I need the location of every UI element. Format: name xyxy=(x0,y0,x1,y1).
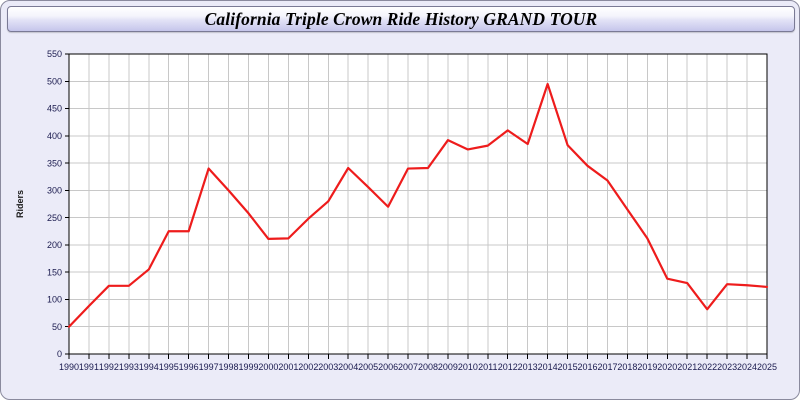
x-tick-label: 2005 xyxy=(358,362,378,372)
x-tick-label: 2021 xyxy=(677,362,697,372)
x-tick-label: 2004 xyxy=(338,362,358,372)
y-tick-label: 550 xyxy=(47,49,62,59)
x-tick-label: 1993 xyxy=(119,362,139,372)
y-tick-label: 0 xyxy=(57,349,62,359)
plot-area-container: 0 50 100 150 200 250 300 350 400 450 500 550 1990 199… xyxy=(1,37,799,399)
x-tick-label: 1992 xyxy=(99,362,119,372)
y-tick-label: 400 xyxy=(47,131,62,141)
x-tick-label: 2020 xyxy=(657,362,677,372)
x-tick-label: 2014 xyxy=(538,362,558,372)
x-tick-label: 2010 xyxy=(458,362,478,372)
x-tick-label: 2009 xyxy=(438,362,458,372)
x-tick-label: 1991 xyxy=(79,362,99,372)
x-tick-label: 2019 xyxy=(637,362,657,372)
x-tick-label: 2011 xyxy=(478,362,497,372)
x-tick-label: 1998 xyxy=(219,362,239,372)
x-tick-label: 2024 xyxy=(737,362,757,372)
chart-title-bar: California Triple Crown Ride History GRA… xyxy=(7,6,795,32)
x-tick-label: 2006 xyxy=(378,362,398,372)
x-tick-label: 2002 xyxy=(298,362,318,372)
x-tick-label: 1990 xyxy=(59,362,79,372)
y-axis-title: Riders xyxy=(15,190,25,218)
plot-border xyxy=(68,53,768,355)
x-tick-label: 2017 xyxy=(597,362,617,372)
x-tick-label: 1996 xyxy=(179,362,199,372)
x-tick-label: 2007 xyxy=(398,362,418,372)
x-tick-label: 2012 xyxy=(498,362,518,372)
page-title: California Triple Crown Ride History GRA… xyxy=(204,8,598,29)
y-tick-label: 450 xyxy=(47,104,62,114)
x-tick-label: 2000 xyxy=(258,362,278,372)
x-tick-label: 2013 xyxy=(518,362,538,372)
x-tick-label: 2018 xyxy=(617,362,637,372)
y-tick-label: 350 xyxy=(47,158,62,168)
x-tick-label: 2023 xyxy=(717,362,737,372)
x-tick-label: 1997 xyxy=(199,362,219,372)
y-tick-label: 500 xyxy=(47,76,62,86)
plot-background xyxy=(69,54,767,354)
x-tick-label: 2022 xyxy=(697,362,717,372)
x-tick-label: 1994 xyxy=(139,362,159,372)
y-tick-label: 100 xyxy=(47,295,62,305)
y-tick-label: 150 xyxy=(47,267,62,277)
x-tick-label: 2016 xyxy=(577,362,597,372)
y-tick-label: 250 xyxy=(47,213,62,223)
x-tick-label: 2001 xyxy=(278,362,298,372)
x-tick-label: 2015 xyxy=(558,362,578,372)
y-tick-label: 50 xyxy=(52,322,62,332)
x-tick-label: 2003 xyxy=(318,362,338,372)
x-tick-label: 2025 xyxy=(757,362,777,372)
y-tick-label: 200 xyxy=(47,240,62,250)
y-tick-label: 300 xyxy=(47,186,62,196)
x-tick-label: 1995 xyxy=(159,362,179,372)
data-series-riders xyxy=(67,82,769,328)
x-tick-label: 2008 xyxy=(418,362,438,372)
x-tick-label: 1999 xyxy=(238,362,258,372)
